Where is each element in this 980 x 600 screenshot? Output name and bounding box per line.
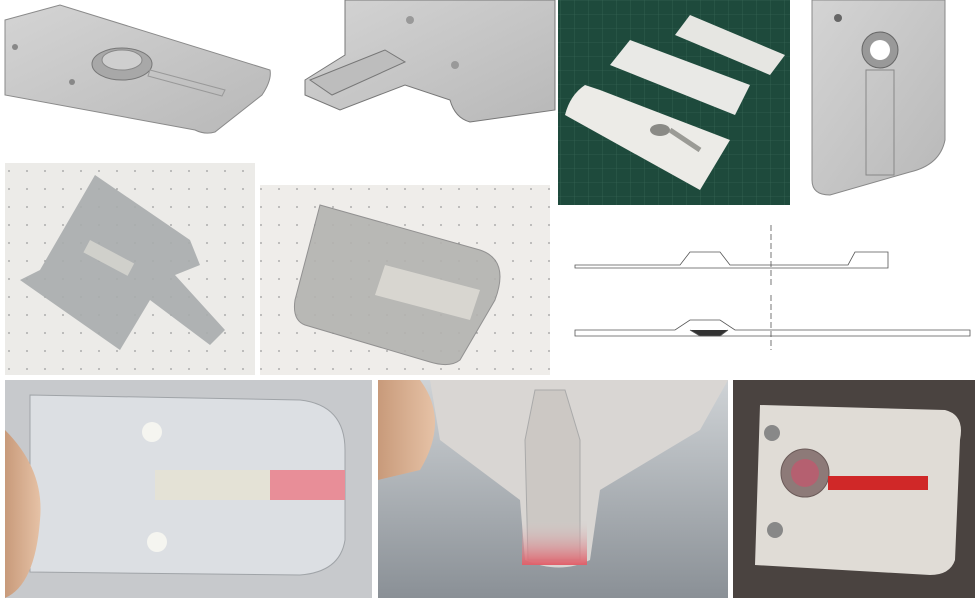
photo-plate-with-red-strip: [733, 380, 975, 598]
cad-keyhole-render: [811, 0, 946, 196]
technical-drawing: [574, 225, 971, 350]
photo-paddle-on-paper: [5, 163, 255, 375]
photo-paddle-red-channels: [378, 380, 728, 598]
photo-plate-on-paper: [260, 185, 550, 375]
cad-plate-render: [4, 4, 271, 134]
cad-paddle-render: [304, 0, 556, 123]
photo-prototypes-on-mat: [558, 0, 790, 205]
photo-plate-in-hand: [5, 380, 372, 598]
